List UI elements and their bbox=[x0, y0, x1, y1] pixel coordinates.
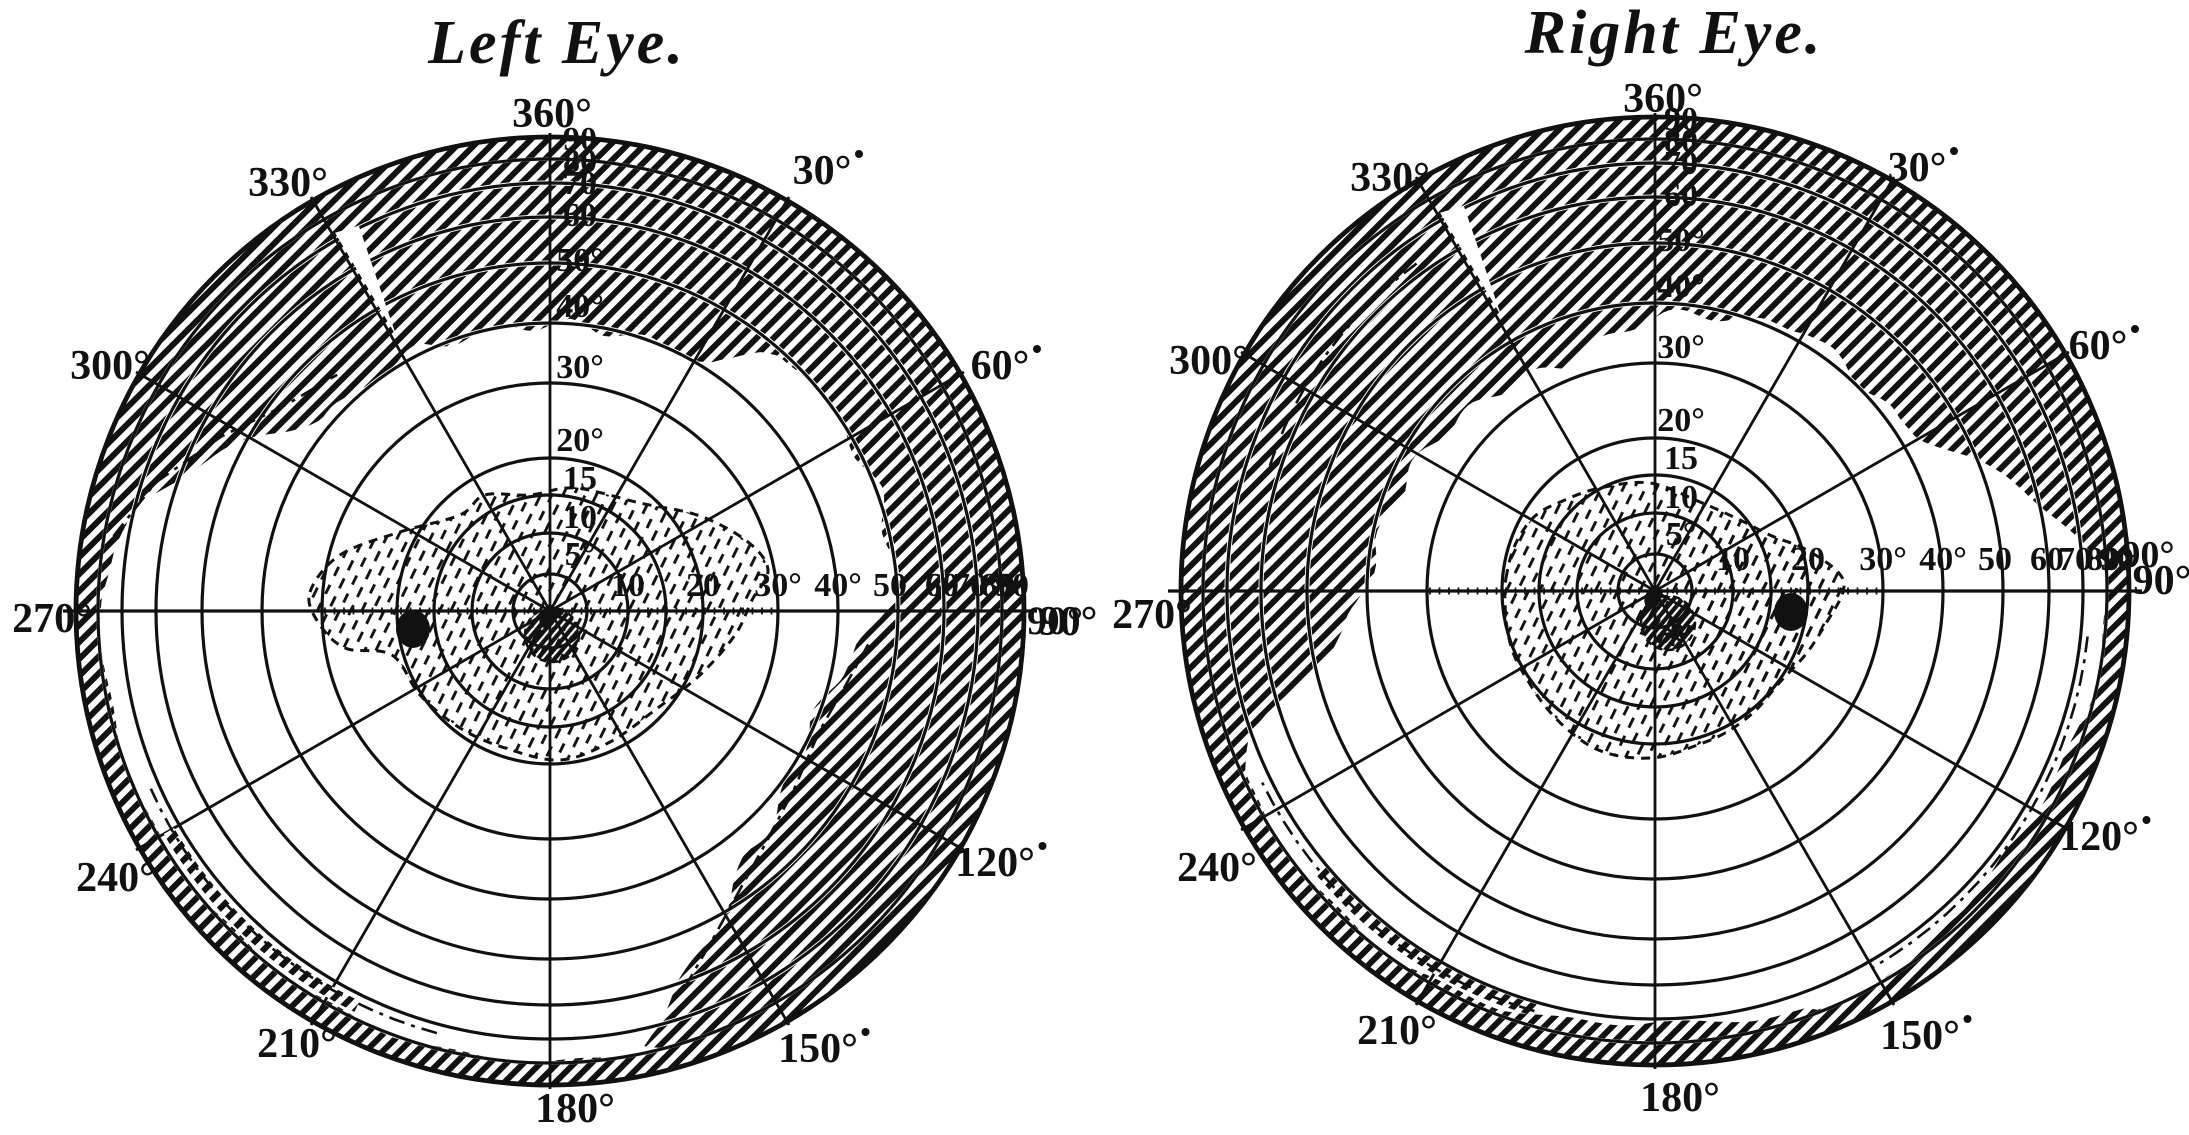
svg-text:360°: 360° bbox=[1623, 76, 1703, 122]
svg-text:70: 70 bbox=[563, 165, 597, 202]
svg-text:50: 50 bbox=[873, 567, 907, 604]
svg-text:90: 90 bbox=[2100, 541, 2134, 578]
svg-text:50: 50 bbox=[1978, 541, 2012, 578]
svg-text:40°: 40° bbox=[556, 288, 604, 325]
svg-text:210°: 210° bbox=[257, 1021, 337, 1067]
svg-text:180°: 180° bbox=[1640, 1075, 1720, 1121]
svg-text:20: 20 bbox=[1791, 541, 1825, 578]
svg-text:240°: 240° bbox=[76, 855, 156, 901]
svg-text:30°: 30° bbox=[1859, 541, 1907, 578]
svg-text:60°: 60° bbox=[2069, 323, 2128, 369]
svg-text:20°: 20° bbox=[1657, 402, 1705, 439]
svg-text:30°: 30° bbox=[1657, 329, 1705, 366]
svg-text:30°: 30° bbox=[754, 567, 802, 604]
svg-text:15: 15 bbox=[563, 460, 597, 497]
svg-text:10: 10 bbox=[611, 567, 645, 604]
svg-text:90°: 90° bbox=[1027, 598, 1083, 643]
svg-text:90: 90 bbox=[995, 567, 1029, 604]
svg-text:120°: 120° bbox=[955, 840, 1035, 886]
svg-text:150°: 150° bbox=[1880, 1013, 1960, 1059]
svg-text:210°: 210° bbox=[1357, 1008, 1437, 1054]
svg-text:50°: 50° bbox=[1657, 222, 1705, 259]
svg-text:270°: 270° bbox=[12, 596, 92, 642]
svg-text:300°: 300° bbox=[1169, 338, 1249, 384]
svg-text:80: 80 bbox=[981, 567, 1015, 604]
svg-text:20°: 20° bbox=[556, 422, 604, 459]
svg-text:60: 60 bbox=[925, 567, 959, 604]
svg-text:120°: 120° bbox=[2059, 814, 2139, 860]
svg-text:80: 80 bbox=[1664, 123, 1698, 160]
svg-text:90°: 90° bbox=[1039, 599, 1098, 645]
svg-text:40°: 40° bbox=[814, 567, 862, 604]
svg-text:10: 10 bbox=[1664, 479, 1698, 516]
svg-text:5°: 5° bbox=[565, 536, 596, 573]
svg-text:360°: 360° bbox=[512, 91, 592, 137]
svg-text:Right Eye.: Right Eye. bbox=[1524, 0, 1824, 67]
svg-text:270°: 270° bbox=[1112, 592, 1192, 638]
svg-text:330°: 330° bbox=[1350, 155, 1430, 201]
svg-text:70: 70 bbox=[953, 567, 987, 604]
svg-text:90°: 90° bbox=[2133, 558, 2189, 604]
svg-text:30°: 30° bbox=[793, 148, 852, 194]
svg-text:80: 80 bbox=[2086, 541, 2120, 578]
svg-text:15: 15 bbox=[1664, 440, 1698, 477]
svg-text:70: 70 bbox=[2058, 541, 2092, 578]
svg-text:150°: 150° bbox=[778, 1026, 858, 1072]
svg-text:30°: 30° bbox=[1888, 145, 1947, 191]
svg-text:300°: 300° bbox=[70, 343, 150, 389]
svg-text:90°: 90° bbox=[2121, 534, 2174, 576]
svg-text:90: 90 bbox=[563, 121, 597, 158]
svg-text:60: 60 bbox=[1664, 177, 1698, 214]
svg-text:180°: 180° bbox=[535, 1086, 615, 1130]
svg-text:60: 60 bbox=[2030, 541, 2064, 578]
svg-text:60: 60 bbox=[563, 197, 597, 234]
svg-text:Left Eye.: Left Eye. bbox=[427, 9, 686, 77]
svg-text:70: 70 bbox=[1664, 145, 1698, 182]
svg-text:330°: 330° bbox=[248, 160, 328, 206]
svg-text:240°: 240° bbox=[1177, 845, 1257, 891]
svg-text:10: 10 bbox=[1716, 541, 1750, 578]
svg-text:30°: 30° bbox=[556, 349, 604, 386]
svg-text:50°: 50° bbox=[556, 242, 604, 279]
svg-text:40°: 40° bbox=[1657, 268, 1705, 305]
svg-text:80: 80 bbox=[563, 143, 597, 180]
svg-text:40°: 40° bbox=[1919, 541, 1967, 578]
svg-text:5°: 5° bbox=[1666, 516, 1697, 553]
svg-text:90: 90 bbox=[1664, 101, 1698, 138]
svg-text:20: 20 bbox=[686, 567, 720, 604]
svg-text:10: 10 bbox=[563, 499, 597, 536]
svg-text:60°: 60° bbox=[971, 343, 1030, 389]
